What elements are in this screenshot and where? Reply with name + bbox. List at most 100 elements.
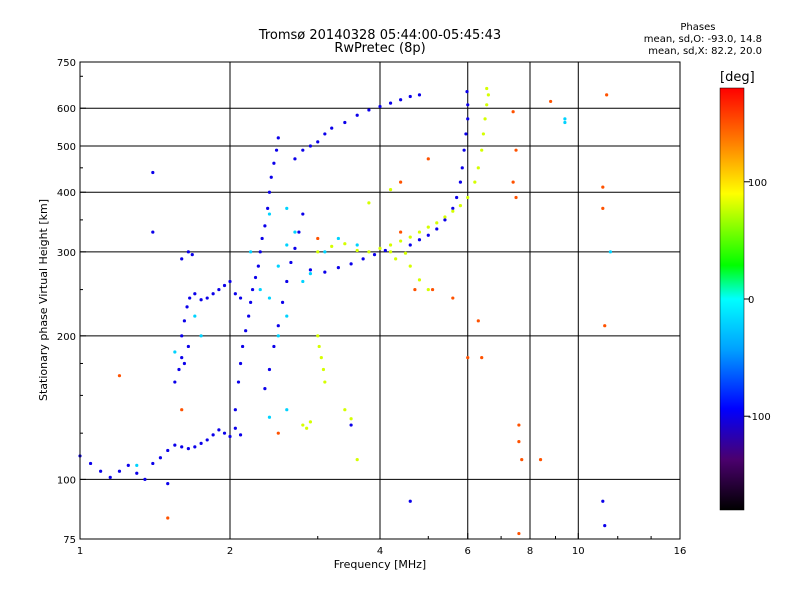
data-point <box>267 296 272 300</box>
data-point <box>517 423 521 427</box>
data-point <box>601 499 605 503</box>
data-point <box>343 120 347 125</box>
data-point <box>108 475 112 479</box>
data-point <box>276 136 280 140</box>
data-point <box>394 257 398 261</box>
data-point <box>388 250 393 254</box>
y-tick-label: 600 <box>57 104 76 115</box>
data-point <box>249 250 253 254</box>
data-point <box>465 90 469 94</box>
data-point <box>480 356 484 360</box>
data-point <box>193 292 197 296</box>
data-point <box>462 148 466 152</box>
data-point <box>443 218 447 222</box>
data-point <box>241 344 245 349</box>
data-point <box>343 408 347 412</box>
data-point <box>186 250 190 254</box>
y-tick-label: 500 <box>57 142 76 153</box>
data-point <box>190 252 194 257</box>
data-point <box>289 260 293 265</box>
data-point <box>408 499 412 503</box>
data-point <box>173 380 177 384</box>
y-tick-label: 400 <box>57 188 76 199</box>
data-point <box>188 296 192 300</box>
data-point <box>388 188 393 192</box>
data-point <box>520 458 524 462</box>
data-point <box>367 250 371 254</box>
axes: 1 2 4 6 8 10 16 75 100 200 300 400 500 600 750 <box>57 58 686 557</box>
y-tick-label: 75 <box>63 535 76 546</box>
data-point <box>185 305 189 309</box>
data-point <box>222 283 227 288</box>
data-point <box>267 415 272 419</box>
data-point <box>272 161 276 165</box>
data-point <box>388 243 393 247</box>
data-point <box>514 195 518 200</box>
x-tick-label: 4 <box>377 546 383 557</box>
data-point <box>253 275 258 280</box>
data-point <box>316 140 320 144</box>
data-point <box>483 117 487 121</box>
colorbar-tick-label: -100 <box>748 412 771 423</box>
y-tick-label: 100 <box>57 475 76 486</box>
data-point <box>301 279 305 284</box>
data-point <box>180 445 184 449</box>
data-point <box>285 408 289 412</box>
data-point <box>316 334 320 338</box>
data-point <box>276 264 280 268</box>
data-point <box>458 180 463 184</box>
data-point <box>563 117 567 121</box>
data-point <box>180 356 184 360</box>
data-point <box>280 300 285 305</box>
data-point <box>308 272 313 276</box>
y-tick-label: 750 <box>57 58 76 69</box>
data-point <box>399 230 403 234</box>
data-point <box>274 148 279 152</box>
data-point <box>435 221 439 225</box>
data-point <box>321 367 326 372</box>
data-point <box>297 230 301 234</box>
data-point <box>267 190 272 194</box>
data-point <box>260 236 264 241</box>
data-point <box>293 230 297 234</box>
data-point <box>151 230 155 234</box>
phases-x-stats: mean, sd,X: 82.2, 20.0 <box>648 46 762 57</box>
data-point <box>323 132 327 136</box>
x-tick-label: 2 <box>227 546 233 557</box>
data-point <box>285 279 289 284</box>
data-point <box>485 86 489 91</box>
data-point <box>349 423 353 427</box>
data-point <box>199 298 203 302</box>
data-point <box>211 292 215 296</box>
data-point <box>238 361 243 366</box>
data-point <box>99 469 103 473</box>
data-point <box>451 296 455 300</box>
data-point <box>135 463 139 467</box>
y-tick-label: 300 <box>57 248 76 259</box>
x-axis-label: Frequency [MHz] <box>334 558 426 571</box>
chart-subtitle: RwPretec (8p) <box>334 41 426 56</box>
data-point <box>228 434 232 439</box>
data-point <box>511 110 515 114</box>
data-point <box>293 246 297 250</box>
x-tick-label: 10 <box>572 546 585 557</box>
data-point <box>316 236 320 241</box>
data-point <box>217 428 221 432</box>
data-point <box>305 426 309 430</box>
data-point <box>285 206 289 210</box>
data-point <box>601 185 605 189</box>
data-point <box>293 157 297 161</box>
data-point <box>173 443 177 447</box>
data-point <box>517 440 521 444</box>
grid-lines <box>80 62 680 539</box>
data-point <box>336 236 340 241</box>
data-point <box>238 296 243 300</box>
data-point <box>399 98 403 102</box>
data-point <box>319 356 323 360</box>
data-point <box>323 250 327 254</box>
data-point <box>301 212 305 216</box>
data-point <box>205 438 209 442</box>
data-point <box>426 233 430 237</box>
data-point <box>367 201 371 205</box>
